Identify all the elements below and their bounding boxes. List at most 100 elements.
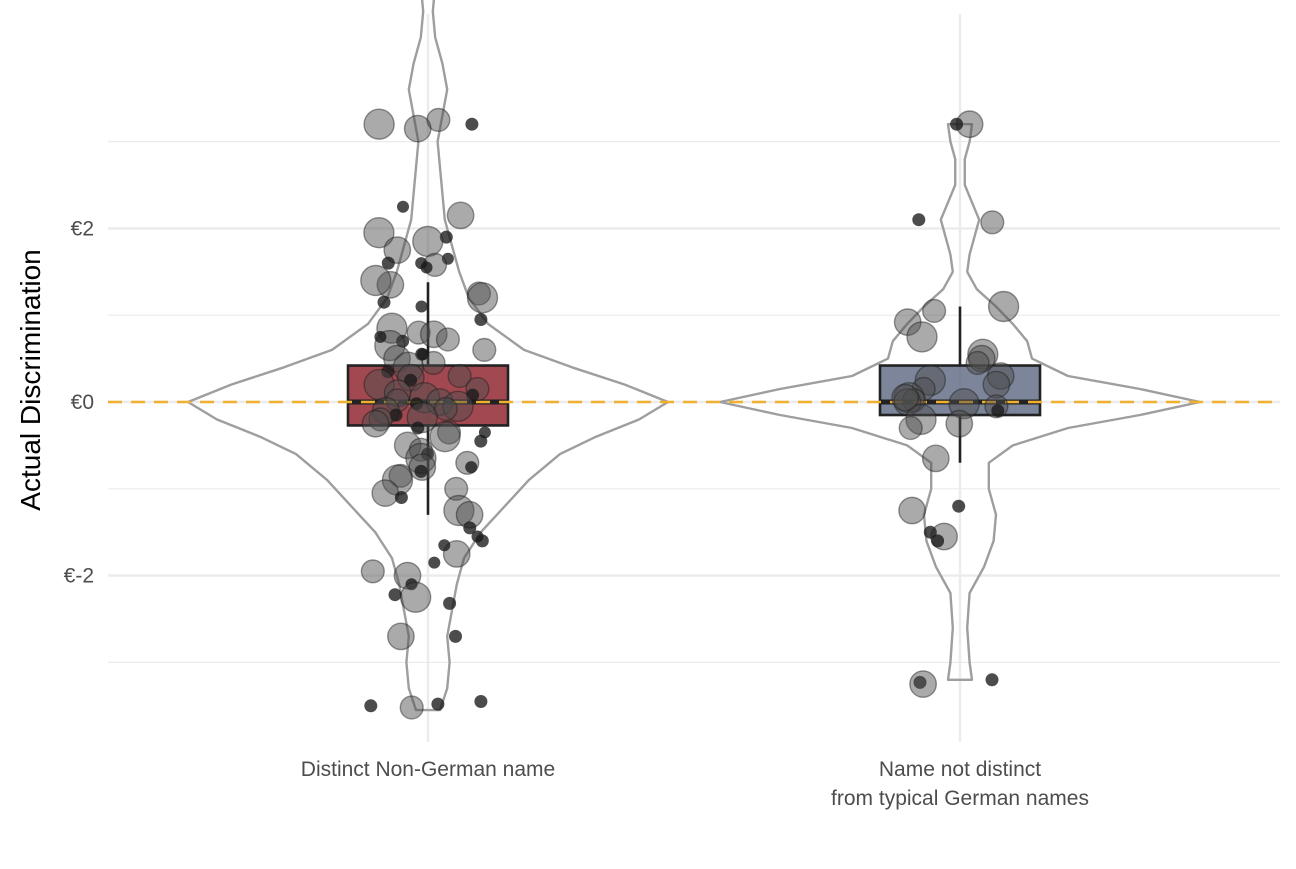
jitter-points: [360, 107, 1020, 720]
data-point: [466, 388, 480, 402]
data-point: [374, 330, 387, 343]
data-point: [465, 117, 479, 131]
data-point: [412, 225, 444, 258]
y-tick-label: €2: [71, 217, 94, 240]
data-point: [376, 270, 405, 299]
data-point: [921, 444, 950, 473]
x-tick-label: Distinct Non-German name: [301, 758, 555, 781]
data-point: [466, 281, 491, 306]
data-point: [429, 421, 461, 453]
data-point: [471, 530, 484, 543]
violin-outline: [186, 0, 670, 712]
data-point: [991, 404, 1005, 418]
data-point: [893, 382, 925, 414]
data-point: [472, 337, 497, 362]
x-tick-label-line: Name not distinct: [879, 758, 1041, 781]
data-point: [406, 320, 431, 345]
data-point: [478, 426, 491, 439]
data-point: [945, 409, 974, 438]
data-point: [415, 300, 428, 313]
data-point: [898, 496, 926, 525]
data-point: [411, 421, 425, 435]
data-point: [399, 695, 424, 720]
data-point: [363, 108, 395, 140]
data-point: [986, 362, 1015, 390]
data-point: [410, 397, 424, 411]
boxplots: [346, 282, 1042, 515]
data-point: [898, 415, 923, 441]
data-point: [426, 107, 451, 132]
data-point: [967, 338, 999, 370]
data-point: [441, 252, 454, 265]
data-point: [967, 344, 996, 373]
data-point: [911, 376, 936, 402]
data-point: [368, 407, 393, 432]
data-point: [393, 431, 422, 460]
data-point: [474, 695, 488, 708]
data-point: [952, 499, 966, 513]
data-point: [439, 230, 453, 244]
data-point: [381, 365, 395, 379]
y-tick-label: €0: [71, 391, 94, 414]
data-point: [891, 383, 919, 412]
data-point: [442, 540, 471, 568]
data-point: [363, 368, 395, 401]
data-point: [923, 525, 937, 539]
data-point: [913, 675, 927, 689]
data-point: [435, 327, 460, 352]
data-point: [397, 200, 409, 213]
data-point: [449, 629, 462, 643]
data-point: [985, 673, 999, 687]
data-point: [389, 408, 403, 422]
data-point: [950, 117, 964, 131]
data-point: [433, 396, 458, 421]
violins: [186, 0, 1202, 712]
y-axis-title: Actual Discrimination: [15, 249, 46, 510]
data-point: [416, 348, 429, 361]
data-point: [443, 494, 475, 527]
data-point: [447, 363, 472, 389]
data-point: [987, 290, 1020, 323]
data-point: [965, 350, 990, 375]
data-point: [931, 534, 945, 548]
data-point: [438, 539, 451, 552]
x-tick-label: Name not distinct from typical German nam…: [831, 758, 1089, 810]
data-point: [371, 479, 400, 507]
y-tick-label: €-2: [64, 565, 94, 588]
data-point: [419, 320, 448, 349]
data-point: [381, 256, 395, 270]
data-point: [906, 321, 938, 353]
data-point: [394, 491, 408, 504]
data-point: [436, 420, 462, 445]
violin-outline: [718, 123, 1202, 681]
data-point: [360, 264, 392, 297]
data-point: [396, 334, 410, 348]
data-point: [405, 578, 418, 591]
data-point: [893, 308, 922, 336]
x-tick-label-line: Distinct Non-German name: [301, 758, 555, 781]
data-point: [414, 464, 428, 478]
data-point: [360, 559, 385, 584]
data-point: [383, 379, 412, 408]
data-point: [364, 699, 378, 713]
data-point: [921, 298, 947, 323]
iqr-box: [878, 364, 1042, 417]
data-point: [474, 313, 488, 326]
data-point: [388, 463, 413, 488]
data-point: [982, 370, 1011, 399]
data-point: [431, 697, 445, 711]
data-point: [463, 521, 477, 535]
data-point: [893, 388, 922, 416]
data-point: [909, 670, 937, 698]
data-point: [415, 257, 428, 270]
data-point: [425, 388, 454, 416]
data-point: [465, 461, 478, 474]
data-point: [383, 344, 411, 373]
data-point: [914, 364, 946, 396]
data-point: [363, 216, 395, 249]
data-point: [443, 596, 457, 610]
data-point: [948, 388, 980, 420]
grid: [108, 14, 1280, 742]
